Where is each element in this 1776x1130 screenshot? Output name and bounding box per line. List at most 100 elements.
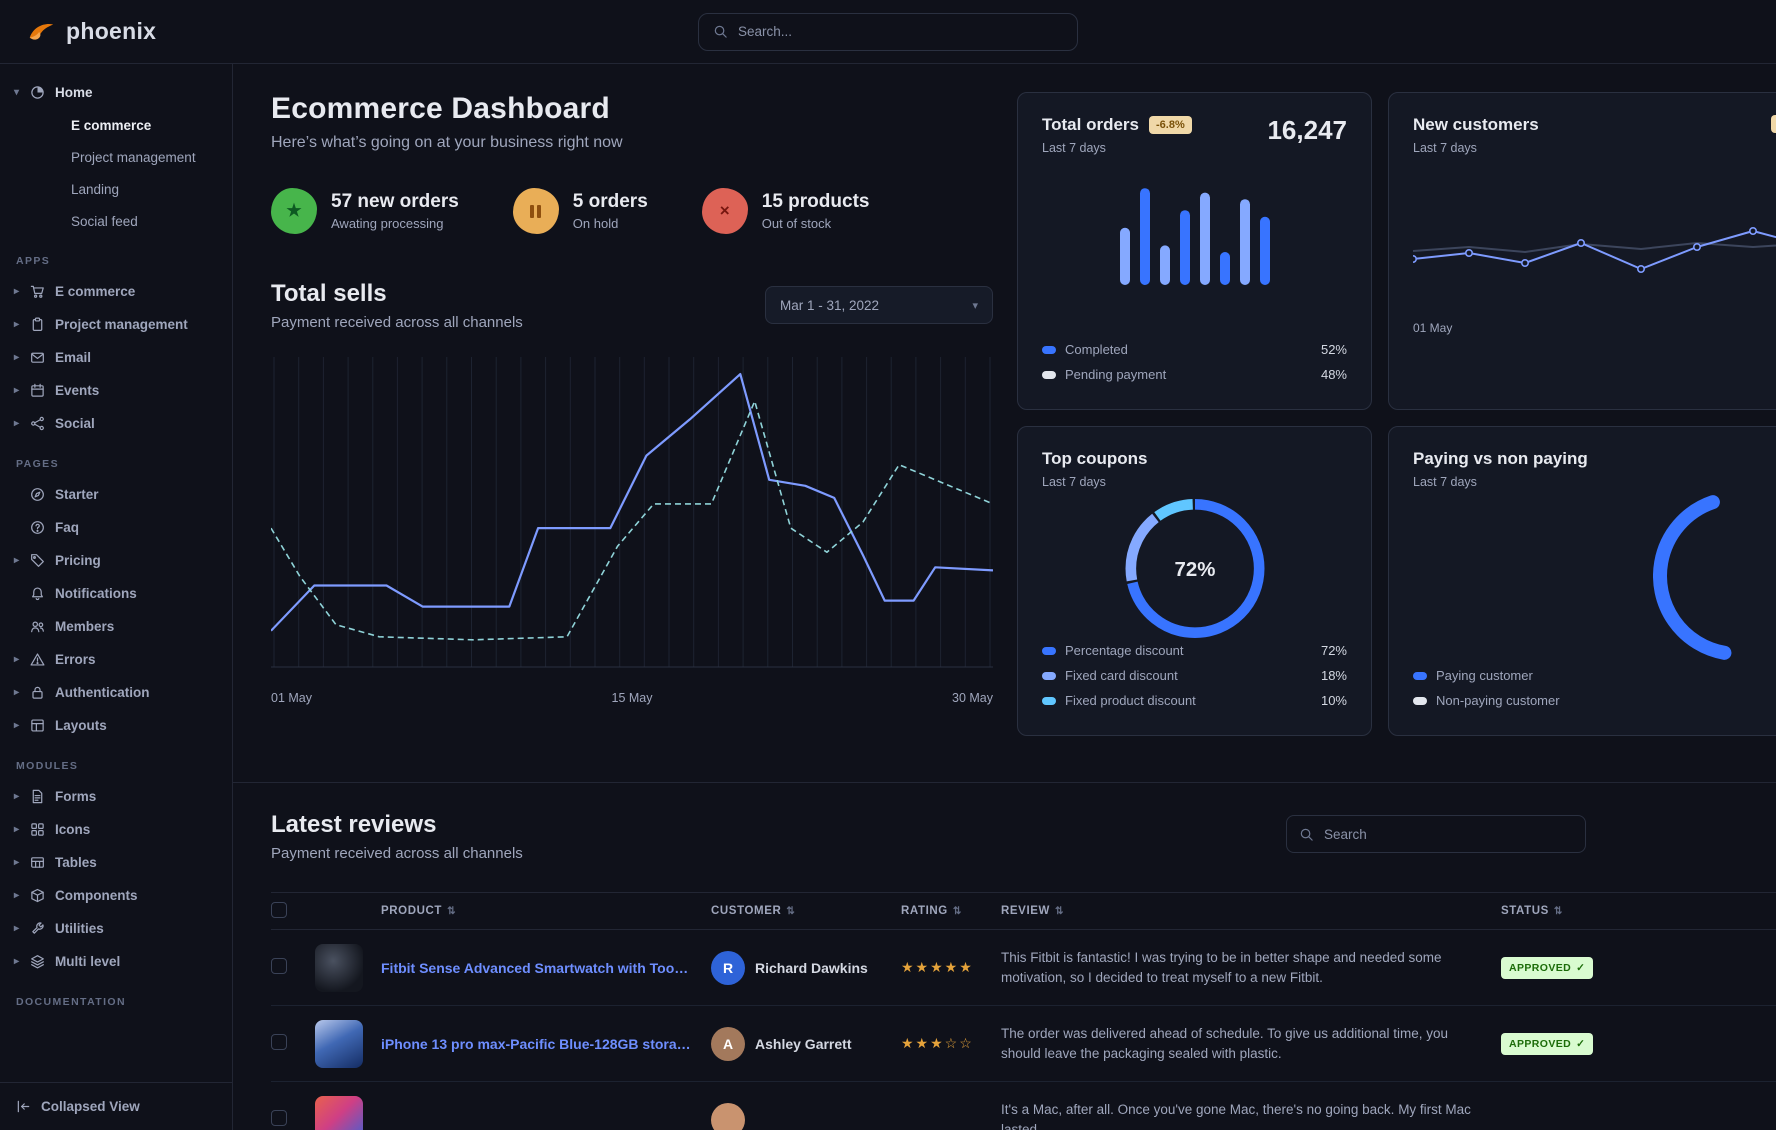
column-header-status[interactable]: STATUS ⇅ bbox=[1501, 905, 1563, 917]
card-period: Last 7 days bbox=[1413, 141, 1477, 155]
sidebar-item-layouts[interactable]: ▸ Layouts bbox=[14, 709, 222, 742]
reviews-table: PRODUCT ⇅ CUSTOMER ⇅ RATING ⇅ REVIEW ⇅ STATU… bbox=[271, 892, 1776, 1130]
column-header-product[interactable]: PRODUCT ⇅ bbox=[381, 905, 457, 917]
dashboard-top-section: Ecommerce Dashboard Here’s what’s going … bbox=[271, 92, 1776, 736]
legend-value: 72% bbox=[1320, 643, 1347, 658]
column-header-customer[interactable]: CUSTOMER ⇅ bbox=[711, 905, 796, 917]
lock-icon bbox=[30, 685, 55, 700]
product-cell: Fitbit Sense Advanced Smartwatch with To… bbox=[381, 960, 711, 976]
sidebar-item-events[interactable]: ▸ Events bbox=[14, 374, 222, 407]
row-checkbox[interactable] bbox=[271, 958, 287, 974]
legend-row: Fixed product discount 10% bbox=[1042, 688, 1347, 713]
status-badge: APPROVED ✓ bbox=[1501, 956, 1594, 979]
axis-tick: 01 May bbox=[271, 691, 312, 705]
sidebar-item-project-management[interactable]: ▸ Project management bbox=[14, 308, 222, 341]
collapse-view-toggle[interactable]: Collapsed View bbox=[0, 1082, 232, 1130]
legend-label: Paying customer bbox=[1436, 668, 1533, 683]
sidebar-item-starter[interactable]: Starter bbox=[14, 478, 222, 511]
legend-label: Fixed product discount bbox=[1065, 693, 1196, 708]
product-link[interactable]: iPhone 13 pro max-Pacific Blue-128GB sto… bbox=[381, 1035, 691, 1052]
phoenix-logo-icon bbox=[26, 17, 56, 47]
trend-badge: +26.5% bbox=[1771, 115, 1776, 133]
legend-swatch bbox=[1042, 370, 1056, 379]
total-sells-subtitle: Payment received across all channels bbox=[271, 314, 523, 331]
column-header-review[interactable]: REVIEW ⇅ bbox=[1001, 905, 1064, 917]
sidebar-item-label: Pricing bbox=[55, 553, 101, 568]
warning-icon bbox=[30, 652, 55, 667]
section-divider bbox=[233, 782, 1776, 783]
collapse-label: Collapsed View bbox=[41, 1099, 140, 1114]
file-text-icon bbox=[30, 789, 55, 804]
sidebar-item-utilities[interactable]: ▸ Utilities bbox=[14, 912, 222, 945]
sidebar: ▾ Home E commerce Project management Landing… bbox=[0, 64, 233, 1130]
row-checkbox[interactable] bbox=[271, 1110, 287, 1126]
global-search[interactable] bbox=[698, 12, 1078, 51]
caret-right-icon: ▸ bbox=[14, 418, 20, 429]
legend-row: Fixed card discount 18% bbox=[1042, 663, 1347, 688]
sidebar-item-social[interactable]: ▸ Social bbox=[14, 407, 222, 440]
tag-icon bbox=[30, 553, 55, 568]
brand[interactable]: phoenix bbox=[26, 17, 156, 47]
review-text: This Fitbit is fantastic! I was trying t… bbox=[1001, 950, 1442, 985]
sidebar-item-forms[interactable]: ▸ Forms bbox=[14, 780, 222, 813]
sidebar-item-e-commerce[interactable]: ▸ E commerce bbox=[14, 275, 222, 308]
total-orders-value: 16,247 bbox=[1267, 115, 1347, 145]
card-period: Last 7 days bbox=[1042, 475, 1106, 489]
rating-stars: ★★★★★ bbox=[901, 959, 974, 975]
date-range-select[interactable]: Mar 1 - 31, 2022 ▾ bbox=[765, 286, 993, 324]
product-thumbnail[interactable] bbox=[315, 943, 363, 992]
sidebar-item-label: Members bbox=[55, 619, 115, 634]
product-thumbnail[interactable] bbox=[315, 1019, 363, 1068]
select-all-checkbox[interactable] bbox=[271, 901, 287, 918]
check-icon: ✓ bbox=[1576, 961, 1586, 974]
sidebar-item-authentication[interactable]: ▸ Authentication bbox=[14, 676, 222, 709]
layers-icon bbox=[30, 954, 55, 969]
product-link[interactable]: Fitbit Sense Advanced Smartwatch with To… bbox=[381, 959, 691, 976]
sidebar-item-tables[interactable]: ▸ Tables bbox=[14, 846, 222, 879]
caret-right-icon: ▸ bbox=[14, 923, 20, 934]
new-customers-chart bbox=[1413, 226, 1776, 274]
pause-icon bbox=[512, 188, 559, 234]
sidebar-item-e-commerce[interactable]: E commerce bbox=[71, 117, 152, 133]
sidebar-item-home[interactable]: ▾ Home bbox=[14, 76, 222, 109]
sidebar-item-label: Email bbox=[55, 350, 92, 365]
reviews-table-header: PRODUCT ⇅ CUSTOMER ⇅ RATING ⇅ REVIEW ⇅ STATU… bbox=[271, 892, 1776, 930]
sidebar-item-faq[interactable]: Faq bbox=[14, 511, 222, 544]
customer-name[interactable]: Richard Dawkins bbox=[755, 959, 868, 976]
row-checkbox-cell bbox=[271, 1034, 315, 1053]
sidebar-item-email[interactable]: ▸ Email bbox=[14, 341, 222, 374]
sidebar-item-errors[interactable]: ▸ Errors bbox=[14, 643, 222, 676]
sidebar-item-project-management[interactable]: Project management bbox=[71, 149, 196, 165]
product-thumbnail[interactable] bbox=[315, 1095, 363, 1130]
row-checkbox[interactable] bbox=[271, 1034, 287, 1050]
reviews-search-input[interactable] bbox=[1324, 826, 1573, 842]
column-header-rating[interactable]: RATING ⇅ bbox=[901, 905, 962, 917]
global-search-input[interactable] bbox=[738, 24, 1063, 39]
stat-new-orders: ★ 57 new orders Awating processing bbox=[271, 188, 459, 234]
paying-vs-non-paying-card: Paying vs non paying Last 7 days Paying … bbox=[1388, 426, 1776, 736]
legend-label: Completed bbox=[1065, 342, 1128, 357]
product-thumbnail-cell bbox=[315, 1095, 381, 1130]
sidebar-item-label: Social bbox=[55, 416, 95, 431]
reviews-search[interactable] bbox=[1286, 815, 1586, 853]
sidebar-item-multi-level[interactable]: ▸ Multi level bbox=[14, 945, 222, 978]
sidebar-item-icons[interactable]: ▸ Icons bbox=[14, 813, 222, 846]
legend-swatch bbox=[1042, 671, 1056, 680]
caret-right-icon: ▸ bbox=[14, 956, 20, 967]
status-cell: APPROVED ✓ bbox=[1501, 1032, 1631, 1055]
stat-value: 57 new orders bbox=[331, 191, 459, 212]
new-customers-axis-label: 01 May bbox=[1413, 321, 1453, 335]
sidebar-item-label: Project management bbox=[55, 317, 188, 332]
sidebar-item-label: Faq bbox=[55, 520, 80, 535]
sidebar-item-notifications[interactable]: Notifications bbox=[14, 577, 222, 610]
sidebar-item-landing[interactable]: Landing bbox=[71, 181, 120, 197]
sidebar-item-pricing[interactable]: ▸ Pricing bbox=[14, 544, 222, 577]
question-icon bbox=[30, 520, 55, 535]
sidebar-item-components[interactable]: ▸ Components bbox=[14, 879, 222, 912]
sidebar-item-label: Icons bbox=[55, 822, 91, 837]
sidebar-item-social-feed[interactable]: Social feed bbox=[71, 213, 138, 229]
sidebar-item-members[interactable]: Members bbox=[14, 610, 222, 643]
customer-name[interactable]: Ashley Garrett bbox=[755, 1035, 852, 1052]
status-cell: APPROVED ✓ bbox=[1501, 956, 1631, 979]
card-title: Total orders bbox=[1042, 115, 1139, 134]
